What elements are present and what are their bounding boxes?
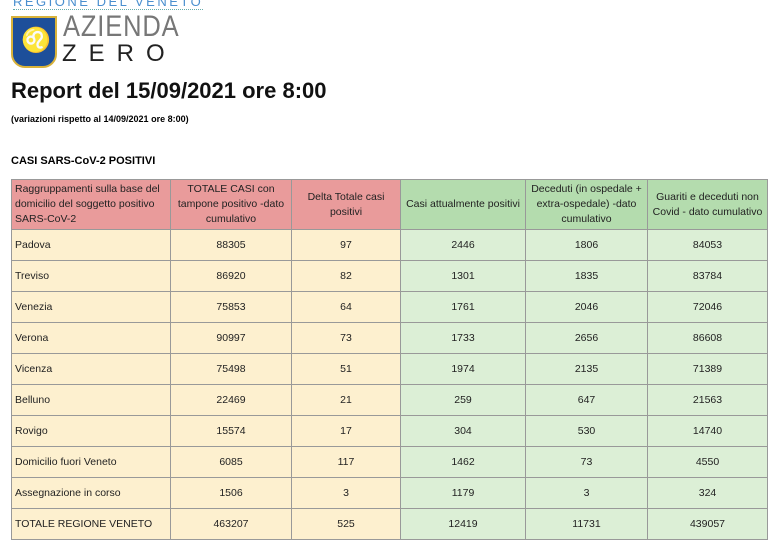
row-label: Rovigo <box>11 415 171 447</box>
cell: 64 <box>291 291 401 323</box>
cell: 86608 <box>647 322 768 354</box>
row-label: Treviso <box>11 260 171 292</box>
page-title: Report del 15/09/2021 ore 8:00 <box>11 78 327 103</box>
row-label: Padova <box>11 229 171 261</box>
cell: 90997 <box>170 322 292 354</box>
cell: 324 <box>647 477 768 509</box>
table-row: TOTALE REGIONE VENETO 463207 525 12419 11731… <box>11 508 768 540</box>
cell: 2046 <box>525 291 648 323</box>
cell: 1761 <box>400 291 526 323</box>
cell: 1462 <box>400 446 526 478</box>
cell: 304 <box>400 415 526 447</box>
region-label: REGIONE DEL VENETO <box>13 0 204 10</box>
row-label: TOTALE REGIONE VENETO <box>11 508 171 540</box>
cell: 88305 <box>170 229 292 261</box>
logo-text-zero: ZERO <box>62 40 177 67</box>
cell: 14740 <box>647 415 768 447</box>
table-row: Rovigo 15574 17 304 530 14740 <box>11 415 768 447</box>
cell: 83784 <box>647 260 768 292</box>
cell: 4550 <box>647 446 768 478</box>
cell: 3 <box>291 477 401 509</box>
cell: 84053 <box>647 229 768 261</box>
logo-text-azienda: AZIENDA <box>63 10 180 43</box>
cell: 17 <box>291 415 401 447</box>
cell: 21563 <box>647 384 768 416</box>
cell: 82 <box>291 260 401 292</box>
table-row: Vicenza 75498 51 1974 2135 71389 <box>11 353 768 385</box>
cell: 2656 <box>525 322 648 354</box>
cell: 439057 <box>647 508 768 540</box>
cell: 1301 <box>400 260 526 292</box>
cell: 86920 <box>170 260 292 292</box>
cell: 15574 <box>170 415 292 447</box>
cell: 97 <box>291 229 401 261</box>
cell: 21 <box>291 384 401 416</box>
lion-logo-icon: ♌ <box>11 16 57 68</box>
cell: 1733 <box>400 322 526 354</box>
cell: 1835 <box>525 260 648 292</box>
col-header: TOTALE CASI con tampone positivo -dato c… <box>170 179 292 230</box>
cell: 11731 <box>525 508 648 540</box>
col-header: Guariti e deceduti non Covid - dato cumu… <box>647 179 768 230</box>
table-row: Venezia 75853 64 1761 2046 72046 <box>11 291 768 323</box>
row-label: Domicilio fuori Veneto <box>11 446 171 478</box>
cell: 75853 <box>170 291 292 323</box>
table-row: Padova 88305 97 2446 1806 84053 <box>11 229 768 261</box>
cell: 1179 <box>400 477 526 509</box>
cell: 2135 <box>525 353 648 385</box>
cell: 73 <box>525 446 648 478</box>
section-title: CASI SARS-CoV-2 POSITIVI <box>11 155 156 167</box>
cell: 2446 <box>400 229 526 261</box>
table-row: Verona 90997 73 1733 2656 86608 <box>11 322 768 354</box>
cell: 1974 <box>400 353 526 385</box>
cell: 71389 <box>647 353 768 385</box>
cell: 647 <box>525 384 648 416</box>
row-label: Venezia <box>11 291 171 323</box>
cell: 3 <box>525 477 648 509</box>
cell: 259 <box>400 384 526 416</box>
cell: 72046 <box>647 291 768 323</box>
col-header: Casi attualmente positivi <box>400 179 526 230</box>
table-header-row: Raggruppamenti sulla base del domicilio … <box>11 179 768 230</box>
cell: 22469 <box>170 384 292 416</box>
table-row: Domicilio fuori Veneto 6085 117 1462 73 4550 <box>11 446 768 478</box>
cell: 6085 <box>170 446 292 478</box>
row-label: Belluno <box>11 384 171 416</box>
cell: 525 <box>291 508 401 540</box>
row-label: Assegnazione in corso <box>11 477 171 509</box>
cell: 1506 <box>170 477 292 509</box>
row-label: Vicenza <box>11 353 171 385</box>
cases-table: Raggruppamenti sulla base del domicilio … <box>11 179 768 540</box>
col-header: Delta Totale casi positivi <box>291 179 401 230</box>
table-row: Belluno 22469 21 259 647 21563 <box>11 384 768 416</box>
col-header: Raggruppamenti sulla base del domicilio … <box>11 179 171 230</box>
cell: 1806 <box>525 229 648 261</box>
cell: 117 <box>291 446 401 478</box>
cell: 12419 <box>400 508 526 540</box>
table-row: Assegnazione in corso 1506 3 1179 3 324 <box>11 477 768 509</box>
cell: 75498 <box>170 353 292 385</box>
col-header: Deceduti (in ospedale + extra-ospedale) … <box>525 179 648 230</box>
table-row: Treviso 86920 82 1301 1835 83784 <box>11 260 768 292</box>
cell: 51 <box>291 353 401 385</box>
cell: 73 <box>291 322 401 354</box>
cell: 463207 <box>170 508 292 540</box>
row-label: Verona <box>11 322 171 354</box>
page-subtitle: (variazioni rispetto al 14/09/2021 ore 8… <box>11 114 189 124</box>
cell: 530 <box>525 415 648 447</box>
